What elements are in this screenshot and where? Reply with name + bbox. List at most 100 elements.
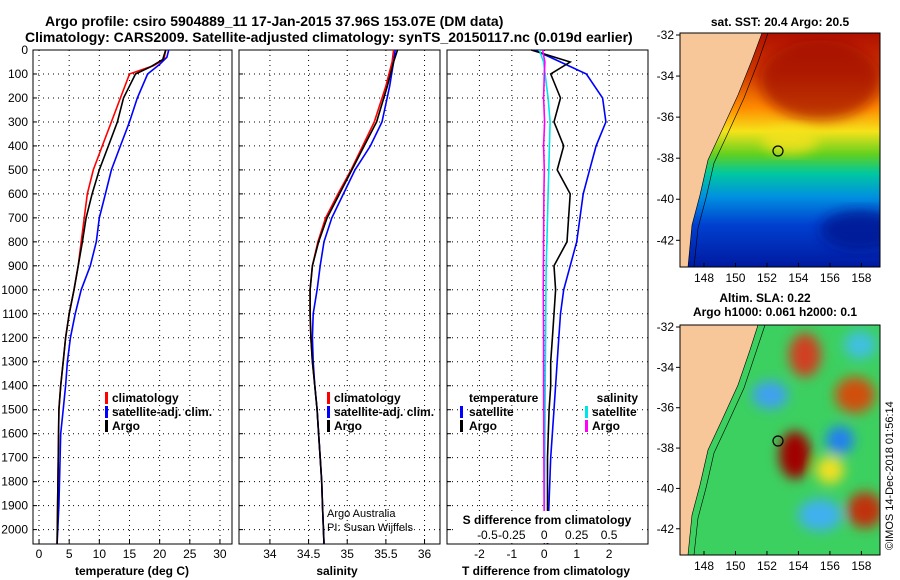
x-tick-label: 34.5: [297, 547, 321, 561]
x-tick-label: -1: [507, 547, 518, 561]
x-tick-label: 25: [183, 547, 197, 561]
sst-map-land: [680, 33, 763, 267]
salinity-x-label: salinity: [316, 564, 358, 578]
temperature-lines: [56, 49, 170, 545]
x-tick-label: 1: [573, 547, 580, 561]
s-diff-ticks: -0.5 -0.25 0 0.25 0.5: [477, 528, 618, 542]
legend-label-climatology: climatology: [112, 391, 179, 405]
depth-tick-label: 400: [8, 139, 28, 153]
legend-label-climatology: climatology: [334, 391, 401, 405]
sla-map-title-1: Altim. SLA: 0.22: [719, 291, 811, 305]
sst-warm-core: [760, 40, 880, 120]
salinity-axes-frame: [238, 49, 441, 545]
depth-tick-label: 1200: [1, 331, 28, 345]
x-tick-label: 0: [36, 547, 43, 561]
temperature-x-label: temperature (deg C): [75, 564, 189, 578]
depth-tick-label: 500: [8, 163, 28, 177]
series-line-argo: [309, 49, 399, 545]
lat-tick-label: -32: [657, 320, 675, 334]
depth-tick-label: 1700: [1, 451, 28, 465]
series-line-climatology: [56, 49, 167, 545]
sla-map-frame: [679, 324, 881, 556]
lat-tick-label: -42: [657, 522, 675, 536]
depth-tick-label: 100: [8, 67, 28, 81]
lat-tick-label: -32: [657, 28, 675, 42]
lon-tick-label: 154: [788, 271, 808, 285]
temperature-panel: 0 5 10 15 20 25 30 temperature (deg C) climato…: [32, 49, 233, 578]
lon-tick-label: 154: [788, 559, 808, 573]
sla-coast-contour: [693, 325, 766, 555]
legend-label-s-satellite: satellite: [592, 405, 637, 419]
lon-tick-label: 148: [694, 559, 714, 573]
legend-swatch-argo: [327, 420, 330, 432]
sst-map: sat. SST: 20.4 Argo: 20.5 -32 -34 -36 -38 -4…: [657, 15, 881, 285]
x-tick-label: 36: [418, 547, 432, 561]
depth-tick-label: 1000: [1, 283, 28, 297]
legend-swatch-climatology: [327, 392, 330, 404]
sla-lon-ticks: 148 150 152 154 156 158: [694, 551, 872, 573]
depth-tick-label: 1100: [2, 307, 28, 321]
sla-features: [752, 331, 880, 531]
sst-cool-tongue: [820, 210, 880, 250]
depth-axis: 0 100 200 300 400 500 600 700 800 900 1000 1100 1200…: [1, 43, 28, 537]
legend-label-argo: Argo: [334, 419, 362, 433]
series-line-satellite-adj-clim-: [311, 49, 396, 545]
depth-tick-label: 300: [8, 115, 28, 129]
lat-tick-label: -40: [657, 192, 675, 206]
depth-tick-label: 900: [8, 259, 28, 273]
series-line-argo: [56, 49, 167, 545]
lon-tick-label: 156: [820, 271, 840, 285]
lat-tick-label: -36: [657, 401, 675, 415]
s-diff-tick-label: -0.5: [477, 528, 498, 542]
lon-tick-label: 158: [851, 271, 871, 285]
depth-tick-label: 1500: [1, 403, 28, 417]
salinity-panel: 34 34.5 35 35.5 36 salinity climatology sate…: [238, 49, 441, 578]
sla-high-3: [779, 431, 811, 479]
depth-tick-label: 1800: [1, 475, 28, 489]
x-tick-label: 35: [341, 547, 355, 561]
depth-tick-label: 1300: [1, 355, 28, 369]
legend-swatch-t-satellite: [460, 406, 463, 418]
legend-label-satellite: satellite-adj. clim.: [112, 405, 212, 419]
depth-tick-label: 1400: [1, 379, 28, 393]
s-diff-tick-label: 0.5: [601, 528, 618, 542]
title-line-2: Climatology: CARS2009. Satellite-adjuste…: [25, 29, 633, 45]
series-line-s-argo: [541, 49, 546, 545]
sst-lat-ticks: -32 -34 -36 -38 -40 -42: [657, 28, 680, 247]
legend-title-temperature: temperature: [469, 391, 539, 405]
sst-argo-marker: [772, 145, 784, 157]
salinity-lines: [309, 49, 399, 545]
legend-swatch-argo: [105, 420, 108, 432]
lat-tick-label: -42: [657, 233, 675, 247]
depth-tick-label: 2000: [1, 523, 28, 537]
difference-legend: temperature satellite Argo salinity sate…: [460, 391, 638, 433]
depth-tick-label: 0: [21, 43, 28, 57]
temperature-x-ticks: 0 5 10 15 20 25 30: [36, 539, 227, 561]
sla-low-3: [798, 499, 842, 531]
sla-low-2: [826, 426, 854, 454]
credit-text: ©IMOS 14-Dec-2018 01:56:14: [884, 401, 896, 550]
lat-tick-label: -34: [657, 360, 675, 374]
sla-map-land: [680, 325, 759, 555]
lat-tick-label: -40: [657, 481, 675, 495]
lon-tick-label: 152: [757, 559, 777, 573]
sla-high-4: [847, 492, 880, 528]
difference-panel: -2 -1 0 1 2 T difference from climatology S …: [446, 49, 649, 578]
legend-swatch-satellite: [105, 406, 108, 418]
salinity-legend: climatology satellite-adj. clim. Argo: [327, 391, 434, 433]
depth-tick-label: 1900: [1, 499, 28, 513]
s-diff-tick-label: 0.25: [565, 528, 589, 542]
salinity-x-ticks: 34 34.5 35 35.5 36: [263, 539, 432, 561]
sla-mid-1: [816, 456, 844, 484]
sla-high-1: [789, 333, 821, 377]
legend-swatch-satellite: [327, 406, 330, 418]
x-tick-label: 5: [66, 547, 73, 561]
series-line-t-satellite: [534, 49, 607, 545]
s-diff-label: S difference from climatology: [463, 513, 632, 527]
depth-tick-label: 600: [8, 187, 28, 201]
x-tick-label: 2: [606, 547, 613, 561]
legend-title-salinity: salinity: [597, 391, 639, 405]
legend-swatch-climatology: [105, 392, 108, 404]
s-diff-label-backdrop: [455, 511, 641, 543]
sst-map-frame: [679, 32, 881, 268]
